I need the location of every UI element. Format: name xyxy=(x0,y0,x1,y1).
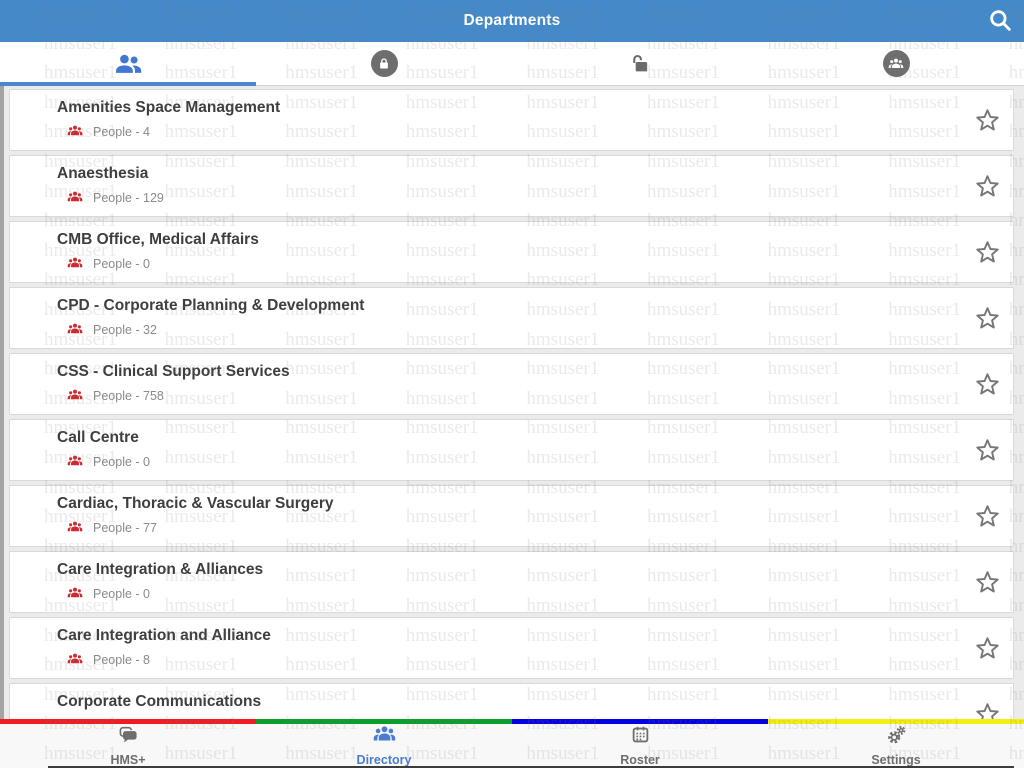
department-row[interactable]: Care Integration & Alliances People - 0 xyxy=(9,551,1014,613)
nav-label-roster: Roster xyxy=(620,752,660,767)
department-name: CMB Office, Medical Affairs xyxy=(57,231,259,248)
department-row[interactable]: Amenities Space Management People - 4 xyxy=(9,89,1014,151)
tab-people[interactable] xyxy=(0,42,256,86)
gears-icon xyxy=(884,724,909,751)
favorite-star-icon[interactable] xyxy=(974,569,1001,596)
department-name: Corporate Communications xyxy=(57,693,262,710)
page-title: Departments xyxy=(463,12,561,29)
nav-label-hms: HMS+ xyxy=(110,752,146,767)
department-people-row: People - 0 xyxy=(10,586,1013,601)
favorite-star-icon[interactable] xyxy=(974,305,1001,332)
people-group-icon xyxy=(66,388,84,403)
stripe-green xyxy=(256,719,512,724)
department-row[interactable]: CPD - Corporate Planning & Development P… xyxy=(9,287,1014,349)
department-row[interactable]: Care Integration and Alliance People - 8 xyxy=(9,617,1014,679)
department-people-count: People - 129 xyxy=(93,190,164,205)
people-circle-icon xyxy=(882,50,910,77)
stripe-yellow xyxy=(768,719,1024,724)
department-people-row: People - 8 xyxy=(10,652,1013,667)
people-group-icon xyxy=(66,124,84,139)
department-name: CSS - Clinical Support Services xyxy=(57,363,290,380)
department-row[interactable]: Cardiac, Thoracic & Vascular Surgery Peo… xyxy=(9,485,1014,547)
tab-unlocked[interactable] xyxy=(512,42,768,85)
department-name: Call Centre xyxy=(57,429,139,446)
favorite-star-icon[interactable] xyxy=(974,437,1001,464)
department-people-count: People - 0 xyxy=(93,454,150,469)
department-name: Cardiac, Thoracic & Vascular Surgery xyxy=(57,495,334,512)
department-people-count: People - 77 xyxy=(93,520,157,535)
header-bar: Departments xyxy=(0,0,1024,42)
bottom-divider-line xyxy=(48,766,1014,768)
people-group-icon xyxy=(66,190,84,205)
department-row[interactable]: Corporate Communications xyxy=(9,683,1014,719)
list-left-strip xyxy=(0,85,4,719)
department-people-count: People - 4 xyxy=(93,124,150,139)
department-row[interactable]: CSS - Clinical Support Services People -… xyxy=(9,353,1014,415)
nav-label-directory: Directory xyxy=(356,752,412,767)
favorite-star-icon[interactable] xyxy=(974,635,1001,662)
department-row[interactable]: CMB Office, Medical Affairs People - 0 xyxy=(9,221,1014,283)
bottom-navigation: HMS+ Directory xyxy=(0,719,1024,768)
department-name: Care Integration and Alliance xyxy=(57,627,271,644)
department-row[interactable]: Anaesthesia People - 129 xyxy=(9,155,1014,217)
people-group-icon xyxy=(66,256,84,271)
search-button[interactable] xyxy=(986,8,1014,36)
department-people-count: People - 0 xyxy=(93,586,150,601)
people-icon xyxy=(372,724,397,751)
people-group-icon xyxy=(66,586,84,601)
people-group-icon xyxy=(66,520,84,535)
department-name: CPD - Corporate Planning & Development xyxy=(57,297,365,314)
stripe-red xyxy=(0,719,256,724)
department-people-row: People - 32 xyxy=(10,322,1013,337)
department-people-row: People - 0 xyxy=(10,256,1013,271)
calendar-icon xyxy=(628,724,653,751)
department-name: Care Integration & Alliances xyxy=(57,561,264,578)
nav-item-roster[interactable]: Roster xyxy=(512,724,768,767)
department-name: Anaesthesia xyxy=(57,165,149,182)
favorite-star-icon[interactable] xyxy=(974,239,1001,266)
stripe-blue xyxy=(512,719,768,724)
favorite-star-icon[interactable] xyxy=(974,503,1001,530)
department-people-count: People - 8 xyxy=(93,652,150,667)
department-people-row: People - 77 xyxy=(10,520,1013,535)
lock-open-icon xyxy=(628,51,653,76)
people-group-icon xyxy=(66,454,84,469)
favorite-star-icon[interactable] xyxy=(974,107,1001,134)
nav-label-settings: Settings xyxy=(871,752,921,767)
department-people-count: People - 758 xyxy=(93,388,164,403)
nav-item-hms[interactable]: HMS+ xyxy=(0,724,256,767)
department-row[interactable]: Call Centre People - 0 xyxy=(9,419,1014,481)
favorite-star-icon[interactable] xyxy=(974,173,1001,200)
active-tab-underline xyxy=(0,82,256,86)
favorite-star-icon[interactable] xyxy=(974,701,1001,719)
chat-icon xyxy=(116,724,141,751)
filter-tabbar xyxy=(0,42,1024,86)
department-people-count: People - 0 xyxy=(93,256,150,271)
search-icon xyxy=(987,7,1013,38)
department-people-count: People - 32 xyxy=(93,322,157,337)
people-group-icon xyxy=(66,652,84,667)
department-people-row: People - 0 xyxy=(10,454,1013,469)
department-name: Amenities Space Management xyxy=(57,99,281,116)
people-group-icon xyxy=(66,322,84,337)
nav-color-stripes xyxy=(0,719,1024,724)
tab-private[interactable] xyxy=(256,42,512,85)
department-people-row: People - 758 xyxy=(10,388,1013,403)
department-people-row: People - 4 xyxy=(10,124,1013,139)
tab-groups[interactable] xyxy=(768,42,1024,85)
people-icon xyxy=(113,50,144,78)
nav-item-settings[interactable]: Settings xyxy=(768,724,1024,767)
nav-item-directory[interactable]: Directory xyxy=(256,724,512,767)
department-list: Amenities Space Management People - 4 xyxy=(0,85,1024,719)
lock-closed-icon xyxy=(370,50,398,77)
favorite-star-icon[interactable] xyxy=(974,371,1001,398)
department-people-row: People - 129 xyxy=(10,190,1013,205)
